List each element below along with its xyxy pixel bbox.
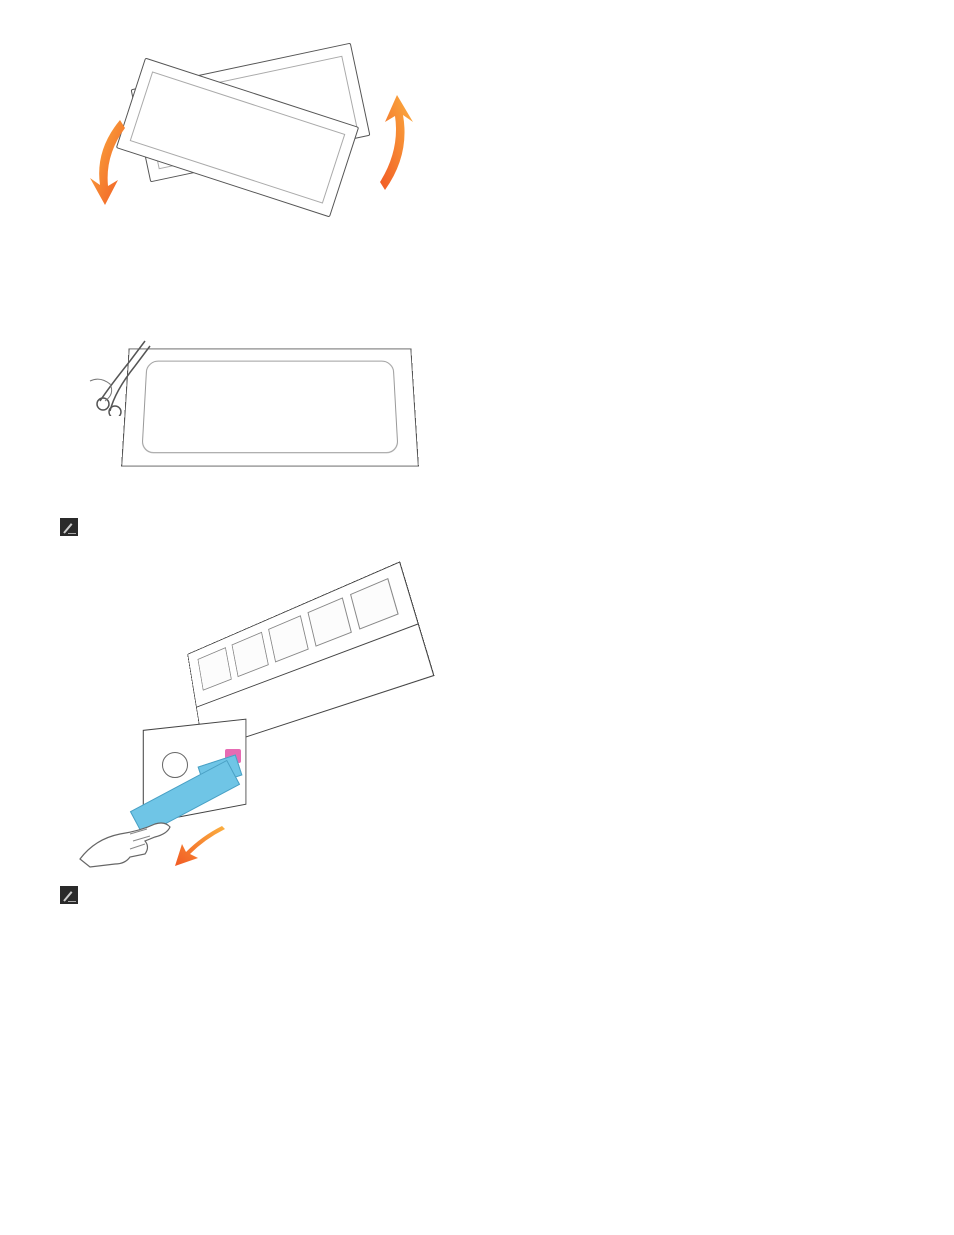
note-row-2 — [60, 884, 894, 904]
rotate-arrow-left-icon — [80, 110, 140, 210]
cartridge-panel — [350, 578, 399, 630]
cartridge-panel — [308, 598, 352, 647]
note-pencil-icon — [60, 886, 78, 904]
document-page — [0, 0, 954, 1235]
figure-rock-bag — [70, 30, 430, 250]
step-pull-tape — [60, 556, 894, 574]
step-open-bag — [60, 268, 894, 286]
cartridge-panel — [198, 648, 232, 692]
rotate-arrow-right-icon — [375, 90, 425, 200]
content-area — [0, 0, 954, 944]
cartridge-panel — [268, 616, 309, 663]
note-row-1 — [60, 516, 894, 536]
figure-cut-bag — [65, 306, 445, 506]
note-pencil-icon — [60, 518, 78, 536]
scissors-icon — [85, 316, 175, 416]
figure-pull-tape — [70, 584, 450, 874]
pull-arrow-icon — [170, 824, 240, 874]
cartridge-panel — [232, 632, 269, 677]
